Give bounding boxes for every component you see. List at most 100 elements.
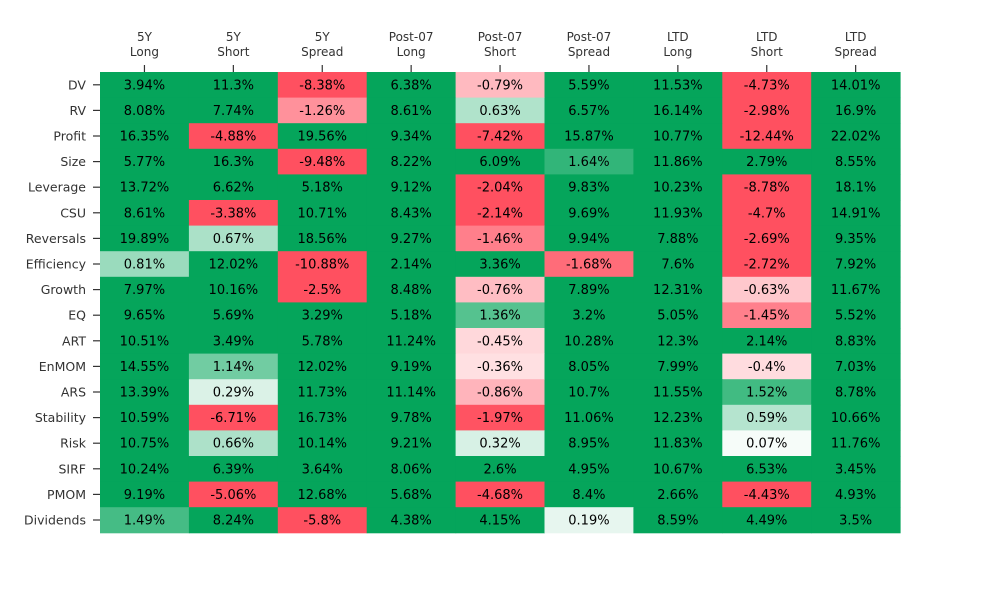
heatmap-cell (277, 225, 368, 252)
column-label: Post-07 (567, 30, 612, 44)
row-label: Risk (60, 436, 87, 451)
heatmap-cell (277, 379, 368, 406)
cell-value-label: 8.08% (124, 104, 165, 119)
heatmap-cell (722, 72, 812, 99)
cell-value-label: 9.94% (568, 232, 609, 247)
cell-value-label: 7.92% (835, 258, 876, 273)
cell-value-label: 8.22% (390, 155, 431, 170)
cell-value-label: -4.68% (477, 488, 523, 503)
cell-value-label: 11.53% (653, 78, 703, 93)
cell-value-label: 15.87% (564, 130, 614, 145)
heatmap-cell (277, 276, 368, 303)
heatmap-cell (722, 97, 812, 124)
column-label: Short (217, 45, 249, 59)
heatmap-cell (100, 97, 190, 124)
cell-value-label: 10.24% (120, 462, 170, 477)
heatmap-cell (544, 456, 634, 483)
heatmap-cell (455, 174, 545, 201)
row-label: Dividends (24, 513, 86, 528)
heatmap-cell (100, 200, 190, 227)
heatmap-cell (544, 379, 634, 406)
column-label: 5Y (137, 30, 153, 44)
heatmap-cell (722, 481, 812, 508)
heatmap-cell (544, 328, 634, 355)
cell-value-label: 3.49% (213, 334, 254, 349)
heatmap-cell (633, 302, 723, 329)
cell-value-label: -8.38% (299, 78, 345, 93)
heatmap-cell (188, 507, 279, 534)
heatmap-cell (722, 148, 812, 175)
heatmap-cell (100, 251, 190, 278)
heatmap-cell (811, 404, 901, 431)
heatmap-cell (811, 123, 901, 150)
heatmap-cell (455, 225, 545, 252)
cell-value-label: 3.29% (302, 309, 343, 324)
heatmap-cell (811, 353, 901, 380)
cell-value-label: -4.73% (744, 78, 790, 93)
cell-value-label: 9.27% (390, 232, 431, 247)
heatmap-cell (277, 481, 368, 508)
heatmap-cell (722, 404, 812, 431)
heatmap-cell (544, 148, 634, 175)
cell-value-label: 7.6% (661, 258, 694, 273)
cell-value-label: 5.77% (124, 155, 165, 170)
heatmap-cell (811, 379, 901, 406)
heatmap-cell (366, 251, 457, 278)
cell-value-label: 19.89% (120, 232, 170, 247)
heatmap-cell (366, 481, 457, 508)
heatmap-cell (544, 404, 634, 431)
cell-value-label: 10.23% (653, 181, 703, 196)
heatmap-cell (544, 353, 634, 380)
heatmap-cell (188, 148, 279, 175)
heatmap-cell (100, 456, 190, 483)
row-label: Size (60, 154, 86, 169)
cell-value-label: 8.24% (213, 514, 254, 529)
heatmap-cell (455, 404, 545, 431)
cell-value-label: 5.18% (302, 181, 343, 196)
heatmap-cell (100, 123, 190, 150)
cell-value-label: -2.98% (744, 104, 790, 119)
row-labels: DV RV Profit Size Leverage CSU Reversals Effici… (24, 77, 100, 528)
heatmap-cell (722, 328, 812, 355)
heatmap-cell (366, 328, 457, 355)
cell-value-label: 0.32% (479, 437, 520, 452)
row-label: Leverage (28, 180, 86, 195)
heatmap-cell (366, 404, 457, 431)
heatmap-cell (100, 328, 190, 355)
cell-value-label: 0.19% (568, 514, 609, 529)
heatmap-cell (633, 456, 723, 483)
heatmap-cell (455, 302, 545, 329)
cell-value-label: 11.83% (653, 437, 703, 452)
heatmap-cell (633, 430, 723, 457)
heatmap-cell (811, 174, 901, 201)
cell-value-label: 11.3% (213, 78, 254, 93)
row-label: ARS (61, 385, 86, 400)
cell-value-label: 8.06% (390, 462, 431, 477)
heatmap-cell (188, 72, 279, 99)
column-label: Short (484, 45, 516, 59)
heatmap-cell (277, 404, 368, 431)
heatmap-cell (188, 123, 279, 150)
cell-value-label: 9.65% (124, 309, 165, 324)
heatmap-cell (811, 328, 901, 355)
heatmap-cell (366, 200, 457, 227)
cell-value-label: 8.78% (835, 386, 876, 401)
heatmap-cell (188, 328, 279, 355)
cell-value-label: 8.83% (835, 334, 876, 349)
row-label: Profit (53, 129, 86, 144)
heatmap-cell (366, 123, 457, 150)
row-label: ART (62, 333, 86, 348)
heatmap-cell (277, 302, 368, 329)
heatmap-cell (188, 404, 279, 431)
heatmap-cell (455, 430, 545, 457)
cell-value-label: 2.14% (746, 334, 787, 349)
column-label: Short (751, 45, 783, 59)
heatmap-cell (100, 507, 190, 534)
heatmap-cell (811, 251, 901, 278)
cell-value-label: 4.95% (568, 462, 609, 477)
cell-value-label: -2.5% (303, 283, 341, 298)
cell-value-label: 16.3% (213, 155, 254, 170)
heatmap-cell (366, 72, 457, 99)
cell-value-label: 3.45% (835, 462, 876, 477)
heatmap-cell (366, 507, 457, 534)
